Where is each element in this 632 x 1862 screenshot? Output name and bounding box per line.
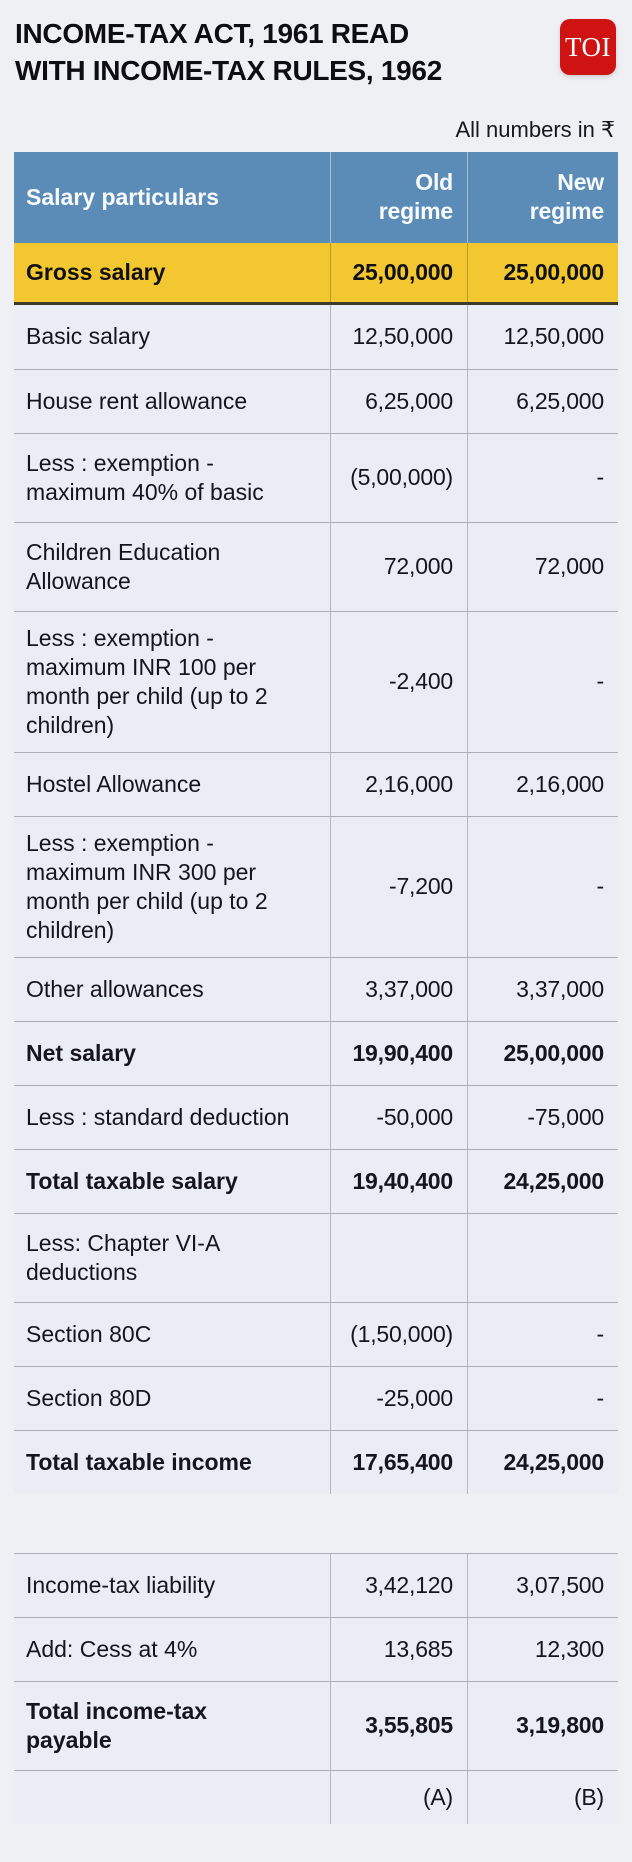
row-label: Total taxable income xyxy=(26,1448,252,1475)
currency-note: All numbers in ₹ xyxy=(455,116,616,142)
row-label: Hostel Allowance xyxy=(26,770,202,797)
row-label: Add: Cess at 4% xyxy=(26,1635,198,1662)
new-regime-value: 25,00,000 xyxy=(467,1021,618,1085)
table-section-gap xyxy=(14,1494,618,1553)
row-label: Section 80C xyxy=(26,1320,152,1347)
old-regime-value: 17,65,400 xyxy=(330,1430,467,1494)
new-regime-value: 6,25,000 xyxy=(467,369,618,433)
new-regime-value: 3,07,500 xyxy=(467,1553,618,1617)
row-label: Income-tax liability xyxy=(26,1571,216,1598)
table-row-net-salary: Net salary 19,90,400 25,00,000 xyxy=(14,1020,618,1085)
old-regime-value: -25,000 xyxy=(330,1366,467,1430)
old-regime-value: 19,90,400 xyxy=(330,1021,467,1085)
old-regime-value: (5,00,000) xyxy=(330,433,467,522)
tax-comparison-table: Salary particulars Old regime New regime… xyxy=(14,151,618,1824)
new-regime-value: 3,37,000 xyxy=(467,957,618,1021)
table-row-section-80d: Section 80D -25,000 - xyxy=(14,1365,618,1430)
table-row-footnote-letters: (A) (B) xyxy=(14,1769,618,1824)
table-row-gross-salary: Gross salary 25,00,000 25,00,000 xyxy=(14,242,618,305)
old-regime-value: 12,50,000 xyxy=(330,304,467,369)
table-row-total-taxable-salary: Total taxable salary 19,40,400 24,25,000 xyxy=(14,1148,618,1213)
old-regime-value: 3,55,805 xyxy=(330,1681,467,1770)
old-regime-value: (A) xyxy=(330,1770,467,1824)
row-label xyxy=(14,1771,330,1824)
column-header-new-regime: New regime xyxy=(467,151,618,243)
old-regime-value: 19,40,400 xyxy=(330,1149,467,1213)
new-regime-value: 25,00,000 xyxy=(467,242,618,302)
toi-logo-text: TOI xyxy=(565,31,611,62)
table-row-standard-deduction: Less : standard deduction -50,000 -75,00… xyxy=(14,1084,618,1149)
new-regime-value: 12,300 xyxy=(467,1617,618,1681)
new-regime-value: - xyxy=(467,433,618,522)
old-regime-value: 3,37,000 xyxy=(330,957,467,1021)
table-row-hostel-allowance: Hostel Allowance 2,16,000 2,16,000 xyxy=(14,751,618,816)
table-row-income-tax-liability: Income-tax liability 3,42,120 3,07,500 xyxy=(14,1552,618,1617)
old-regime-value: 13,685 xyxy=(330,1617,467,1681)
table-row-hra: House rent allowance 6,25,000 6,25,000 xyxy=(14,368,618,433)
row-label: Less : exemption - maximum INR 100 per m… xyxy=(26,624,268,738)
table-row-children-education-allowance: Children Education Allowance 72,000 72,0… xyxy=(14,521,618,611)
row-label: Net salary xyxy=(26,1039,136,1066)
new-regime-value: - xyxy=(467,1302,618,1366)
table-row-basic-salary: Basic salary 12,50,000 12,50,000 xyxy=(14,304,618,369)
old-regime-value: 3,42,120 xyxy=(330,1553,467,1617)
table-row-total-income-tax-payable: Total income-tax payable 3,55,805 3,19,8… xyxy=(14,1680,618,1770)
row-label: Other allowances xyxy=(26,975,204,1002)
row-label: Basic salary xyxy=(26,323,150,350)
table-row-section-80c: Section 80C (1,50,000) - xyxy=(14,1301,618,1366)
old-regime-value: 25,00,000 xyxy=(330,242,467,302)
new-regime-value xyxy=(467,1213,618,1302)
table-row-hostel-exemption: Less : exemption - maximum INR 300 per m… xyxy=(14,815,618,957)
page-title: INCOME-TAX ACT, 1961 READ WITH INCOME-TA… xyxy=(15,18,442,86)
table-row-total-taxable-income: Total taxable income 17,65,400 24,25,000 xyxy=(14,1429,618,1494)
new-regime-value: - xyxy=(467,611,618,752)
row-label: Total income-tax payable xyxy=(26,1697,208,1753)
toi-logo: TOI xyxy=(560,19,616,75)
row-label: Less : standard deduction xyxy=(26,1103,290,1130)
row-label: Total taxable salary xyxy=(26,1167,238,1194)
new-regime-value: (B) xyxy=(467,1770,618,1824)
new-regime-value: 24,25,000 xyxy=(467,1149,618,1213)
old-regime-value: (1,50,000) xyxy=(330,1302,467,1366)
column-header-old-regime: Old regime xyxy=(330,151,467,243)
new-regime-value: 3,19,800 xyxy=(467,1681,618,1770)
old-regime-value: 2,16,000 xyxy=(330,752,467,816)
table-row-other-allowances: Other allowances 3,37,000 3,37,000 xyxy=(14,956,618,1021)
row-label: Less: Chapter VI-A deductions xyxy=(26,1229,221,1285)
row-label: Children Education Allowance xyxy=(26,538,221,594)
new-regime-value: 72,000 xyxy=(467,522,618,611)
row-label: House rent allowance xyxy=(26,387,248,414)
old-regime-value: -2,400 xyxy=(330,611,467,752)
new-regime-value: 2,16,000 xyxy=(467,752,618,816)
header-area: INCOME-TAX ACT, 1961 READ WITH INCOME-TA… xyxy=(0,0,632,90)
old-regime-value: 6,25,000 xyxy=(330,369,467,433)
table-row-cess: Add: Cess at 4% 13,685 12,300 xyxy=(14,1616,618,1681)
table-row-hra-exemption: Less : exemption - maximum 40% of basic … xyxy=(14,432,618,522)
old-regime-value: 72,000 xyxy=(330,522,467,611)
old-regime-value xyxy=(330,1213,467,1302)
old-regime-value: -7,200 xyxy=(330,816,467,957)
new-regime-value: - xyxy=(467,1366,618,1430)
new-regime-value: -75,000 xyxy=(467,1085,618,1149)
old-regime-value: -50,000 xyxy=(330,1085,467,1149)
row-label: Less : exemption - maximum INR 300 per m… xyxy=(26,829,268,943)
table-header-row: Salary particulars Old regime New regime xyxy=(14,151,618,243)
row-label: Less : exemption - maximum 40% of basic xyxy=(26,449,264,505)
new-regime-value: 24,25,000 xyxy=(467,1430,618,1494)
row-label: Gross salary xyxy=(26,258,166,285)
new-regime-value: - xyxy=(467,816,618,957)
column-header-particulars: Salary particulars xyxy=(26,183,220,210)
new-regime-value: 12,50,000 xyxy=(467,304,618,369)
table-row-chapter-via-deductions: Less: Chapter VI-A deductions xyxy=(14,1212,618,1302)
table-row-cea-exemption: Less : exemption - maximum INR 100 per m… xyxy=(14,610,618,752)
row-label: Section 80D xyxy=(26,1384,152,1411)
